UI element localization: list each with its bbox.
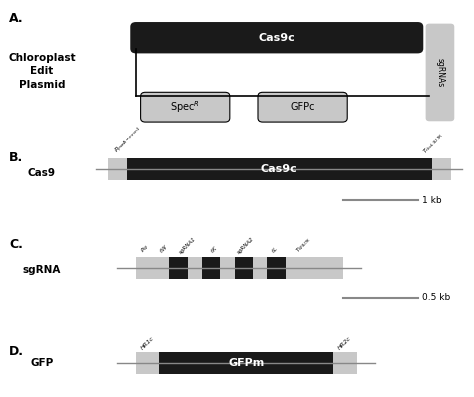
FancyBboxPatch shape xyxy=(426,24,454,121)
Text: Spec$^R$: Spec$^R$ xyxy=(170,99,200,115)
Text: $tW$: $tW$ xyxy=(157,243,170,255)
FancyBboxPatch shape xyxy=(258,93,347,122)
Bar xyxy=(169,257,188,279)
Bar xyxy=(159,353,333,374)
FancyBboxPatch shape xyxy=(141,93,230,122)
Text: sgRNA: sgRNA xyxy=(23,265,61,275)
Text: HR2c: HR2c xyxy=(337,335,353,351)
Text: Chloroplast
Edit
Plasmid: Chloroplast Edit Plasmid xyxy=(8,53,76,90)
Text: C.: C. xyxy=(9,238,23,251)
Text: 0.5 kb: 0.5 kb xyxy=(422,293,451,302)
Bar xyxy=(267,257,286,279)
Text: Cas9c: Cas9c xyxy=(258,33,295,43)
Bar xyxy=(235,257,253,279)
Text: D.: D. xyxy=(9,345,24,358)
Bar xyxy=(432,158,450,179)
Text: Cas9c: Cas9c xyxy=(261,164,298,174)
Text: $P_{W}$: $P_{W}$ xyxy=(138,242,151,255)
Text: $T_{W3UTR}$: $T_{W3UTR}$ xyxy=(293,235,313,255)
Text: sgRNA1: sgRNA1 xyxy=(178,236,197,255)
Text: $tL$: $tL$ xyxy=(270,245,280,255)
Bar xyxy=(108,158,127,179)
Text: $T_{rbcL3UTR}$: $T_{rbcL3UTR}$ xyxy=(421,131,446,156)
Text: sgRNA2: sgRNA2 xyxy=(237,236,255,255)
Text: B.: B. xyxy=(9,151,23,164)
Text: A.: A. xyxy=(9,12,24,25)
Bar xyxy=(201,257,220,279)
FancyBboxPatch shape xyxy=(130,22,423,54)
Text: sgRNAs: sgRNAs xyxy=(436,58,445,87)
Text: GFPc: GFPc xyxy=(291,102,315,112)
Text: GFP: GFP xyxy=(30,358,54,368)
Text: Cas9: Cas9 xyxy=(28,168,56,178)
Bar xyxy=(136,353,159,374)
Text: HR1c: HR1c xyxy=(140,335,155,351)
Text: 1 kb: 1 kb xyxy=(422,196,442,205)
Text: $tK$: $tK$ xyxy=(209,244,220,255)
Bar xyxy=(136,257,343,279)
Text: $P_{psa\mathregular{A-exon1}}$: $P_{psa\mathregular{A-exon1}}$ xyxy=(112,124,144,156)
Bar xyxy=(333,353,356,374)
Bar xyxy=(127,158,432,179)
Text: GFPm: GFPm xyxy=(228,358,264,368)
